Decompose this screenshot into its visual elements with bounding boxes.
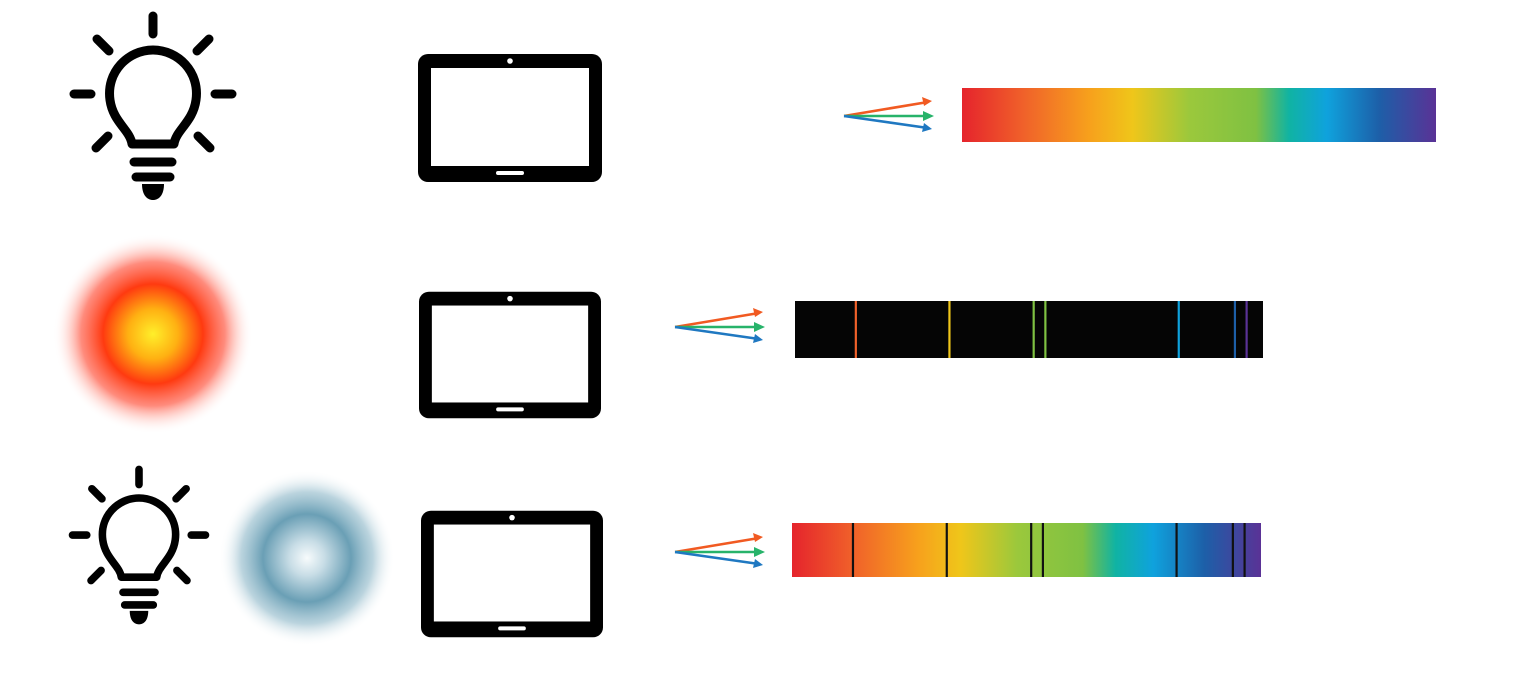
- row-continuous: [74, 16, 1436, 200]
- tablet-icon: [421, 510, 603, 638]
- lightbulb-icon: [72, 469, 205, 624]
- absorption-spectrum: [792, 523, 1261, 577]
- dispersion-arrows-icon: [673, 531, 767, 570]
- row-absorption: [72, 469, 1261, 646]
- dispersion-arrows-icon: [673, 306, 767, 345]
- hot-gas-glow-icon: [53, 234, 253, 434]
- tablet-icon: [419, 291, 601, 419]
- continuous-spectrum: [962, 88, 1436, 142]
- spectrum-band: [962, 88, 1436, 142]
- lightbulb-icon: [74, 16, 232, 200]
- spectrum-band: [792, 523, 1261, 577]
- cool-gas-cloud-icon: [219, 470, 395, 646]
- tablet-icon: [418, 54, 602, 182]
- spectrum-band: [795, 301, 1263, 358]
- emission-spectrum: [795, 301, 1263, 358]
- dispersion-arrows-icon: [842, 95, 936, 134]
- row-emission: [53, 234, 1263, 434]
